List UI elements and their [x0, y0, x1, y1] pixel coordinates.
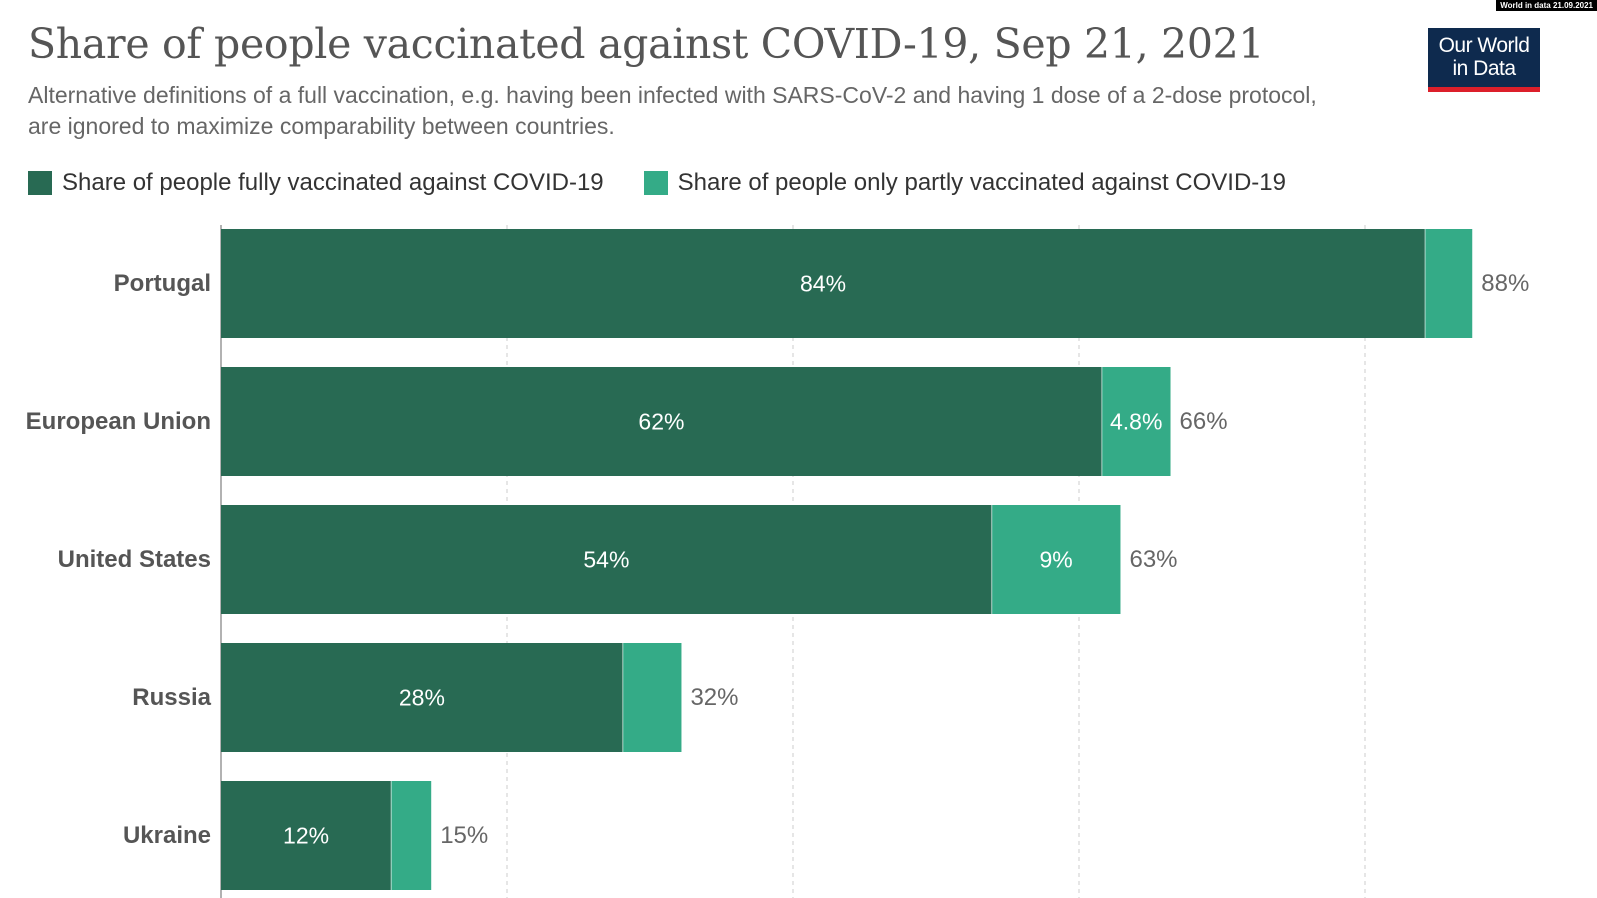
bar-partly-russia[interactable]	[622, 643, 682, 752]
bar-label-partly-european-union: 4.8%	[1110, 409, 1162, 435]
bar-fully-russia[interactable]	[221, 643, 623, 752]
category-label-united-states: United States	[58, 546, 211, 573]
legend-swatch-partly	[643, 171, 668, 195]
legend-item-fully[interactable]: Share of people fully vaccinated against…	[28, 169, 604, 197]
bar-label-fully-russia: 28%	[399, 685, 445, 711]
chart-legend: Share of people fully vaccinated against…	[28, 168, 1326, 198]
owid-logo[interactable]: Our World in Data	[1428, 28, 1540, 92]
bar-fully-portugal[interactable]	[221, 229, 1426, 338]
bar-label-partly-united-states: 9%	[1039, 547, 1072, 573]
legend-swatch-fully	[28, 171, 52, 195]
total-label-united-states: 63%	[1129, 546, 1177, 573]
bar-partly-united-states[interactable]	[991, 505, 1121, 614]
category-label-russia: Russia	[132, 684, 211, 711]
bar-label-fully-european-union: 62%	[638, 409, 684, 435]
bar-partly-portugal[interactable]	[1425, 229, 1473, 338]
total-label-russia: 32%	[690, 684, 738, 711]
bar-label-fully-ukraine: 12%	[283, 823, 329, 849]
bar-fully-united-states[interactable]	[221, 505, 992, 614]
logo-line-2: in Data	[1452, 57, 1516, 80]
category-label-portugal: Portugal	[114, 270, 211, 297]
bar-partly-european-union[interactable]	[1101, 367, 1171, 476]
bar-label-fully-portugal: 84%	[800, 271, 846, 297]
logo-line-1: Our World	[1438, 34, 1530, 57]
total-label-portugal: 88%	[1481, 270, 1529, 297]
legend-label-partly: Share of people only partly vaccinated a…	[677, 169, 1286, 196]
bar-fully-european-union[interactable]	[221, 367, 1102, 476]
total-label-european-union: 66%	[1180, 408, 1228, 435]
bar-label-fully-united-states: 54%	[583, 547, 629, 573]
legend-item-partly[interactable]: Share of people only partly vaccinated a…	[643, 169, 1286, 197]
category-label-ukraine: Ukraine	[123, 822, 211, 849]
total-label-ukraine: 15%	[440, 822, 488, 849]
bar-fully-ukraine[interactable]	[221, 781, 392, 890]
bar-partly-ukraine[interactable]	[391, 781, 432, 890]
chart-subtitle: Alternative definitions of a full vaccin…	[28, 82, 1317, 139]
legend-label-fully: Share of people fully vaccinated against…	[62, 169, 604, 196]
source-stamp: World in data 21.09.2021	[1496, 0, 1597, 11]
category-label-european-union: European Union	[26, 408, 211, 435]
chart-title: Share of people vaccinated against COVID…	[28, 20, 1265, 68]
